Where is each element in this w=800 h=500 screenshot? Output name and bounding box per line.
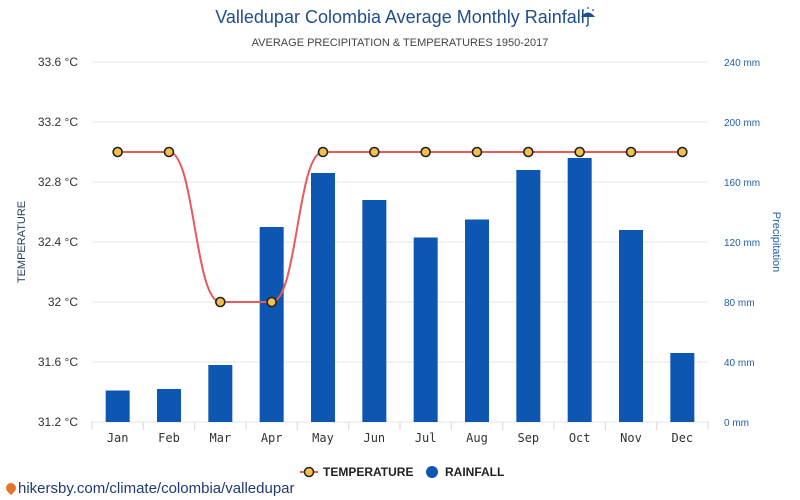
legend-item-temperature[interactable]: TEMPERATURE bbox=[300, 465, 413, 479]
footer-link[interactable]: hikersby.com/climate/colombia/valledupar bbox=[3, 480, 295, 497]
rainfall-bars bbox=[105, 158, 695, 423]
temperature-point-apr[interactable] bbox=[266, 296, 277, 308]
x-tick-label-jun: Jun bbox=[363, 431, 385, 445]
x-tick-label-mar: Mar bbox=[209, 431, 231, 445]
left-tick-label: 32.4 °C bbox=[38, 235, 78, 249]
left-tick-label: 33.6 °C bbox=[38, 55, 78, 69]
right-tick-label: 40 mm bbox=[724, 358, 755, 369]
left-axis-title: TEMPERATURE bbox=[16, 201, 28, 283]
legend-marker-temperature bbox=[303, 466, 315, 478]
umbrella-rain-icon bbox=[581, 7, 595, 27]
temperature-point-nov[interactable] bbox=[625, 146, 637, 158]
temperature-point-aug[interactable] bbox=[471, 146, 483, 158]
x-tick-label-apr: Apr bbox=[261, 431, 283, 445]
rainfall-bar-mar[interactable] bbox=[208, 365, 233, 422]
right-tick-label: 240 mm bbox=[724, 58, 760, 69]
rainfall-bar-jan[interactable] bbox=[105, 390, 130, 423]
x-tick-label-aug: Aug bbox=[466, 431, 488, 445]
rainfall-bar-sep[interactable] bbox=[516, 170, 541, 422]
left-tick-label: 33.2 °C bbox=[38, 115, 78, 129]
temperature-line bbox=[117, 151, 683, 303]
temperature-line-layer bbox=[112, 146, 688, 308]
rainfall-bar-apr[interactable] bbox=[259, 227, 284, 422]
x-tick-label-sep: Sep bbox=[517, 431, 539, 445]
rainfall-bar-may[interactable] bbox=[311, 173, 335, 422]
grid-layer bbox=[91, 61, 709, 430]
legend: TEMPERATURE RAINFALL bbox=[300, 465, 504, 479]
rainfall-bar-jun[interactable] bbox=[362, 200, 387, 422]
right-axis-ticks: 0 mm 40 mm 80 mm 120 mm 160 mm 200 mm 240 mm bbox=[724, 58, 760, 429]
right-tick-label: 80 mm bbox=[724, 298, 755, 309]
x-tick-label-jan: Jan bbox=[107, 431, 129, 445]
x-tick-label-may: May bbox=[312, 431, 334, 445]
temperature-point-sep[interactable] bbox=[523, 146, 534, 158]
legend-marker-rainfall bbox=[426, 466, 438, 478]
temperature-point-jun[interactable] bbox=[369, 146, 380, 158]
legend-label-rainfall: RAINFALL bbox=[445, 465, 504, 479]
chart-title: Valledupar Colombia Average Monthly Rain… bbox=[215, 7, 585, 27]
rainfall-bar-nov[interactable] bbox=[619, 230, 643, 422]
left-tick-label: 31.6 °C bbox=[38, 355, 78, 369]
legend-item-rainfall[interactable]: RAINFALL bbox=[426, 465, 504, 479]
x-tick-label-oct: Oct bbox=[569, 431, 591, 445]
x-tick-label-nov: Nov bbox=[620, 431, 642, 445]
footer-url: hikersby.com/climate/colombia/valledupar bbox=[18, 480, 295, 497]
location-pin-icon bbox=[3, 480, 19, 496]
temperature-point-oct[interactable] bbox=[574, 146, 585, 158]
chart-subtitle: AVERAGE PRECIPITATION & TEMPERATURES 195… bbox=[252, 37, 549, 49]
x-axis-ticks: Jan Feb Mar Apr May Jun Jul Aug Sep Oct Nov Dec bbox=[107, 431, 693, 445]
right-axis-title: Precipitation bbox=[770, 212, 782, 273]
rainfall-bar-feb[interactable] bbox=[157, 389, 181, 422]
rainfall-bar-dec[interactable] bbox=[670, 353, 695, 422]
right-tick-label: 200 mm bbox=[724, 118, 760, 129]
x-tick-label-dec: Dec bbox=[671, 431, 693, 445]
right-tick-label: 120 mm bbox=[724, 238, 760, 249]
left-axis-ticks: 31.2 °C 31.6 °C 32 °C 32.4 °C 32.8 °C 33.2 °C… bbox=[38, 55, 78, 429]
temperature-point-jan[interactable] bbox=[112, 146, 123, 158]
rainfall-bar-jul[interactable] bbox=[413, 237, 438, 423]
temperature-point-dec[interactable] bbox=[677, 146, 688, 158]
temperature-point-feb[interactable] bbox=[163, 146, 175, 158]
right-tick-label: 0 mm bbox=[724, 418, 749, 429]
left-tick-label: 32.8 °C bbox=[38, 175, 78, 189]
temperature-point-mar[interactable] bbox=[215, 296, 226, 308]
right-tick-label: 160 mm bbox=[724, 178, 760, 189]
x-tick-label-feb: Feb bbox=[158, 431, 180, 445]
x-tick-label-jul: Jul bbox=[415, 431, 437, 445]
temperature-point-may[interactable] bbox=[317, 146, 329, 158]
legend-label-temperature: TEMPERATURE bbox=[323, 465, 413, 479]
rainfall-bar-aug[interactable] bbox=[465, 219, 489, 423]
temperature-point-jul[interactable] bbox=[420, 146, 431, 158]
left-tick-label: 32 °C bbox=[48, 295, 78, 309]
left-tick-label: 31.2 °C bbox=[38, 415, 78, 429]
rainfall-bar-oct[interactable] bbox=[567, 158, 592, 422]
